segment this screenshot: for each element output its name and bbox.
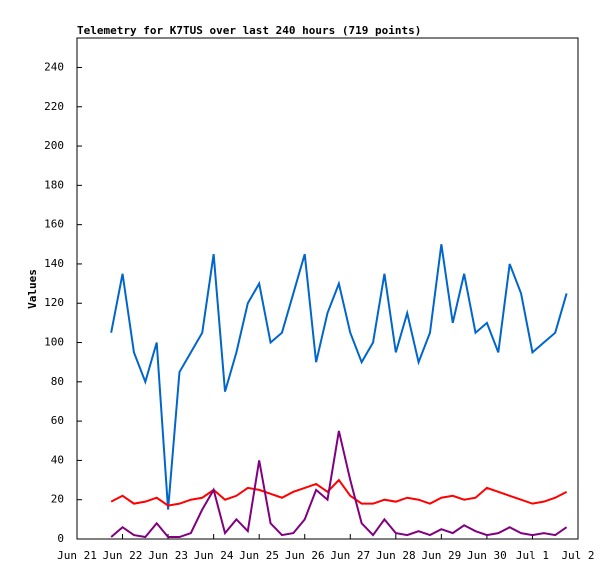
- y-tick-label: 20: [51, 493, 64, 506]
- y-tick-label: 80: [51, 375, 64, 388]
- x-tick-label: Jun 24: [194, 549, 234, 562]
- x-tick-label: Jun 29: [421, 549, 461, 562]
- plot-frame: [76, 37, 579, 540]
- y-axis-label: Values: [26, 269, 39, 309]
- y-tick-label: 40: [51, 453, 64, 466]
- y-tick-label: 60: [51, 414, 64, 427]
- y-tick-label: 180: [44, 178, 64, 191]
- x-tick-label: Jun 26: [285, 549, 325, 562]
- y-tick-label: 140: [44, 257, 64, 270]
- y-tick-label: 120: [44, 296, 64, 309]
- series-line: [110, 244, 568, 510]
- series-line: [110, 430, 568, 539]
- y-tick-label: 240: [44, 60, 64, 73]
- y-tick-label: 160: [44, 218, 64, 231]
- x-tick-label: Jun 28: [376, 549, 416, 562]
- y-tick-label: 200: [44, 139, 64, 152]
- x-tick-label: Jun 25: [239, 549, 279, 562]
- x-tick-label: Jun 21: [57, 549, 97, 562]
- x-tick-label: Jun 30: [467, 549, 507, 562]
- x-tick-label: Jun 22: [103, 549, 143, 562]
- y-tick-label: 220: [44, 100, 64, 113]
- series-line: [110, 478, 568, 507]
- x-tick-label: Jun 23: [148, 549, 188, 562]
- y-tick-label: 100: [44, 336, 64, 349]
- x-tick-label: Jun 27: [330, 549, 370, 562]
- x-tick-label: Jul 1: [516, 549, 549, 562]
- x-tick-label: Jul 2: [561, 549, 594, 562]
- chart-title: Telemetry for K7TUS over last 240 hours …: [77, 24, 421, 37]
- y-tick-label: 0: [57, 532, 64, 545]
